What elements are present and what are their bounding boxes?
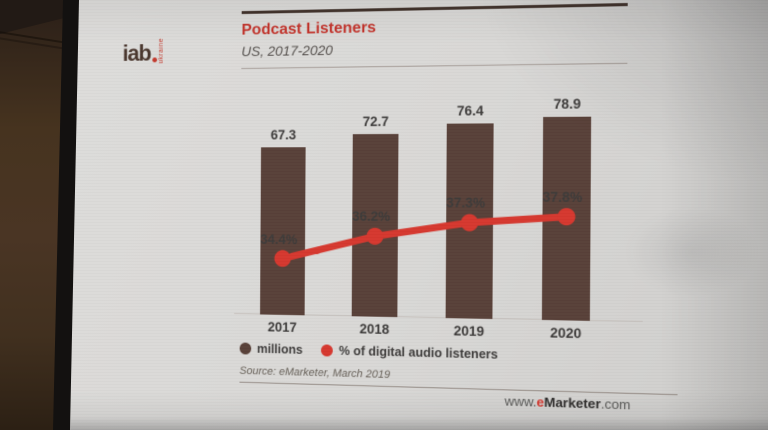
chart-legend: millions % of digital audio listeners	[240, 342, 626, 365]
url-marketer: Marketer	[544, 394, 601, 411]
legend-dot-bar-icon	[240, 342, 252, 354]
url-www: www.	[505, 393, 537, 409]
legend-label-bar: millions	[257, 342, 303, 357]
subtitle-rule	[241, 63, 627, 69]
legend-label-line: % of digital audio listeners	[339, 344, 498, 362]
x-tick-2020: 2020	[526, 325, 605, 342]
iab-logo-vertical-text: ukraine	[158, 38, 165, 64]
x-tick-2019: 2019	[430, 323, 507, 340]
line-value-2018: 36.2%	[334, 209, 409, 224]
chart-card: Podcast Listeners US, 2017-2020 67.3 2017…	[239, 3, 627, 412]
data-point-2017	[274, 250, 291, 267]
iab-logo-text: iab	[123, 43, 151, 66]
legend-dot-line-icon	[321, 344, 333, 356]
plot-area: 67.3 2017 72.7 2018 76.4 2019 78.9 2020 34.4% 36.…	[240, 93, 627, 322]
data-point-2018	[366, 228, 383, 245]
line-value-2019: 37.3%	[427, 195, 504, 210]
url-e-accent: e	[537, 394, 545, 410]
data-point-2020	[558, 208, 576, 226]
trend-line-path	[283, 215, 567, 262]
iab-logo-dot-icon	[153, 58, 158, 63]
photo-of-screen: iab ukraine Podcast Listeners US, 2017-2…	[0, 0, 768, 430]
url-com: .com	[601, 396, 631, 412]
slide-content: iab ukraine Podcast Listeners US, 2017-2…	[19, 0, 768, 430]
legend-item-line: % of digital audio listeners	[321, 343, 498, 361]
header-rule	[242, 3, 628, 14]
iab-logo: iab ukraine	[123, 38, 165, 65]
x-tick-2018: 2018	[337, 321, 413, 338]
legend-item-bar: millions	[240, 342, 303, 357]
x-tick-2017: 2017	[246, 319, 320, 335]
data-point-2019	[461, 214, 478, 231]
line-value-2020: 37.8%	[523, 189, 602, 205]
line-value-2017: 34.4%	[242, 232, 316, 247]
chart-subtitle: US, 2017-2020	[241, 36, 627, 60]
emarketer-url: www.eMarketer.com	[239, 386, 677, 414]
